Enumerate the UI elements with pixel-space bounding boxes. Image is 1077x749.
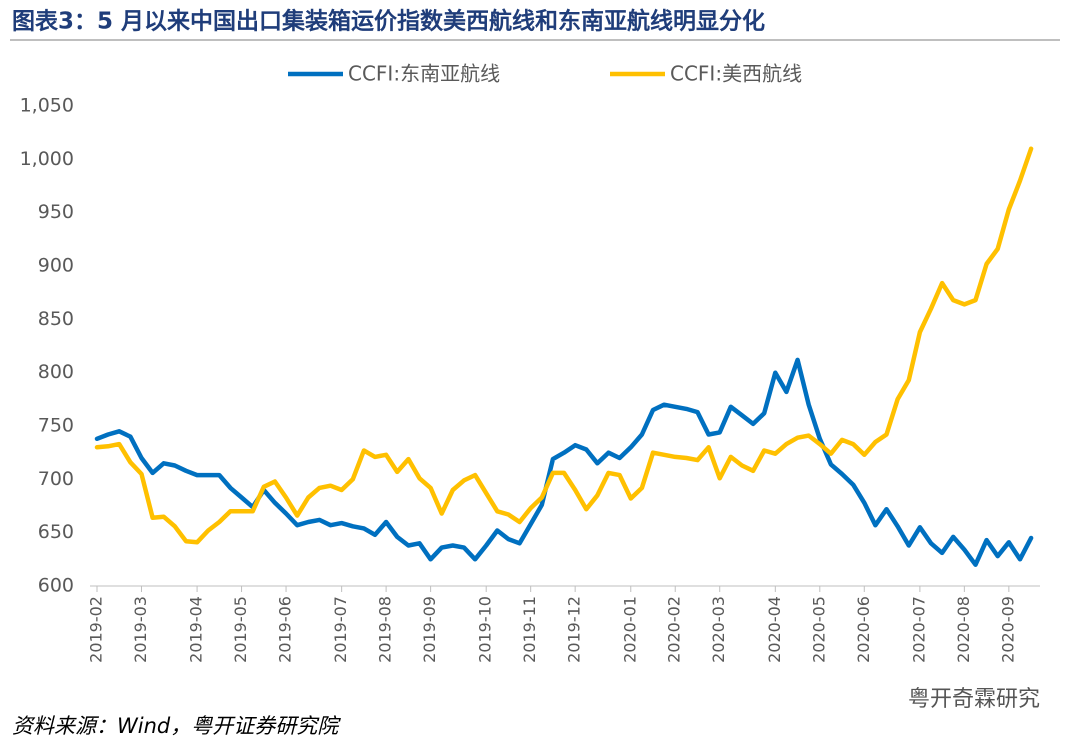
line <box>94 146 1034 545</box>
x-tick-label: 2019-03 <box>131 596 150 663</box>
y-tick-label: 1,000 <box>20 148 74 170</box>
x-tick-label: 2019-10 <box>476 596 495 663</box>
y-tick-label: 900 <box>38 255 74 277</box>
x-tick-label: 2019-12 <box>565 596 584 663</box>
y-tick-label: 800 <box>38 361 74 383</box>
chart-title: 图表3：5 月以来中国出口集装箱运价指数美西航线和东南亚航线明显分化 <box>12 8 765 35</box>
source: 资料来源：Wind，粤开证券研究院 <box>12 714 341 738</box>
line <box>94 357 1034 567</box>
legend-label: CCFI:东南亚航线 <box>348 62 500 86</box>
y-tick-label: 850 <box>38 308 74 330</box>
y-tick-label: 950 <box>38 201 74 223</box>
x-tick-label: 2020-05 <box>809 596 828 663</box>
legend-label: CCFI:美西航线 <box>670 62 802 86</box>
y-tick-label: 1,050 <box>20 95 74 117</box>
x-tick-label: 2020-06 <box>854 596 873 663</box>
x-tick-label: 2019-04 <box>187 596 206 663</box>
x-tick-label: 2019-11 <box>520 596 539 663</box>
watermark: 粤开奇霖研究 <box>908 687 1040 712</box>
x-tick-label: 2020-02 <box>665 596 684 663</box>
x-tick-label: 2019-07 <box>331 596 350 663</box>
x-tick-label: 2020-07 <box>909 596 928 663</box>
x-tick-label: 2019-06 <box>276 596 295 663</box>
y-tick-label: 650 <box>38 521 74 543</box>
y-tick-label: 700 <box>38 468 74 490</box>
x-tick-label: 2020-03 <box>709 596 728 663</box>
x-tick-label: 2019-02 <box>87 596 106 663</box>
x-tick-label: 2020-01 <box>620 596 639 663</box>
y-tick-label: 600 <box>38 575 74 597</box>
x-tick-label: 2020-08 <box>954 596 973 663</box>
y-tick-label: 750 <box>38 415 74 437</box>
x-tick-label: 2019-05 <box>231 596 250 663</box>
x-tick-label: 2020-09 <box>998 596 1017 663</box>
x-tick-label: 2020-04 <box>765 596 784 663</box>
x-tick-label: 2019-08 <box>376 596 395 663</box>
x-tick-label: 2019-09 <box>420 596 439 663</box>
